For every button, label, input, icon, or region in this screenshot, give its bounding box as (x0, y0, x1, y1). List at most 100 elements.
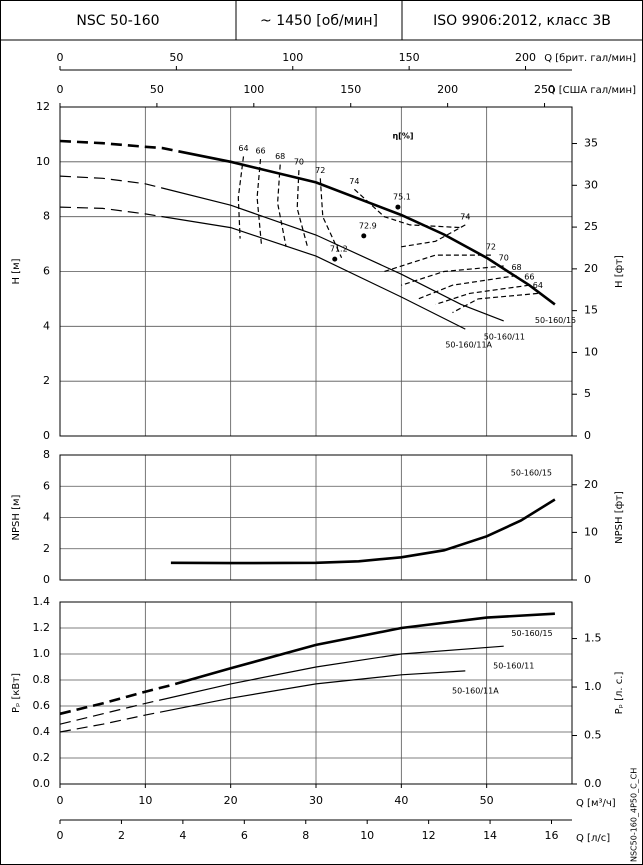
y-tick-label: 10 (36, 155, 50, 168)
y-tick-label: 0.8 (33, 673, 51, 686)
series-label: 50-160/15 (535, 316, 576, 325)
y2-tick-label: 1.0 (584, 680, 602, 693)
efficiency-label: 74 (460, 212, 470, 221)
x-axis-label: Q [брит. гал/мин] (544, 53, 636, 64)
plot-frame (59, 106, 573, 437)
y2-tick-label: 15 (584, 304, 598, 317)
x-axis-label: Q [м³/ч] (576, 798, 616, 809)
footer-code: NSC50-160_4P50_C_CH (630, 768, 639, 862)
efficiency-point-label: 75.1 (393, 193, 411, 202)
y-tick-label: 1.4 (33, 595, 51, 608)
x-tick-label: 50 (150, 83, 164, 96)
plot-frame (59, 454, 573, 581)
y-tick-label: 0.2 (33, 751, 51, 764)
efficiency-label: 66 (255, 147, 265, 156)
efficiency-curve (401, 265, 504, 286)
efficiency-curve (452, 292, 538, 314)
efficiency-point (332, 256, 338, 262)
y2-tick-label: 10 (584, 525, 598, 538)
x-tick-label: 40 (394, 794, 408, 807)
x-tick-label: 2 (118, 829, 125, 842)
x-tick-label: 10 (138, 794, 152, 807)
efficiency-curve (418, 275, 517, 300)
efficiency-curve (384, 254, 491, 273)
curve (59, 139, 556, 306)
x-tick-label: 150 (340, 83, 361, 96)
curve (59, 206, 466, 330)
x-tick-label: 50 (169, 51, 183, 64)
y2-axis-label: Pₚ [л. с.] (614, 672, 625, 715)
y-tick-label: 4 (43, 511, 50, 524)
y-tick-label: 1.2 (33, 621, 51, 634)
y2-tick-label: 1.5 (584, 632, 602, 645)
curve (59, 670, 466, 733)
efficiency-label: 68 (275, 152, 285, 161)
annotation: η[%] (392, 132, 413, 141)
efficiency-label: 64 (533, 281, 543, 290)
efficiency-point-label: 72.9 (359, 221, 377, 230)
x-tick-label: 150 (399, 51, 420, 64)
efficiency-label: 66 (524, 273, 534, 282)
y-tick-label: 1.0 (33, 647, 51, 660)
curve (59, 645, 504, 725)
x-tick-label: 100 (282, 51, 303, 64)
x-axis-label: Q [США гал/мин] (548, 85, 636, 96)
efficiency-label: 68 (511, 263, 521, 272)
efficiency-label: 74 (349, 177, 359, 186)
x-tick-label: 200 (515, 51, 536, 64)
y-axis-label: Pₚ [кВт] (11, 673, 22, 713)
efficiency-label: 70 (294, 158, 304, 167)
x-tick-label: 12 (422, 829, 436, 842)
standard: ISO 9906:2012, класс 3В (433, 13, 611, 29)
efficiency-label: 72 (486, 243, 496, 252)
x-tick-label: 10 (360, 829, 374, 842)
series-label: 50-160/11 (484, 332, 525, 341)
y2-tick-label: 35 (584, 137, 598, 150)
y-tick-label: 0 (43, 429, 50, 442)
x-tick-label: 20 (224, 794, 238, 807)
x-tick-label: 0 (57, 51, 64, 64)
y-tick-label: 12 (36, 100, 50, 113)
x-tick-label: 200 (437, 83, 458, 96)
x-tick-label: 100 (243, 83, 264, 96)
y2-tick-label: 30 (584, 178, 598, 191)
y2-axis-label: NPSH [фт] (614, 491, 625, 544)
y-axis-label: NPSH [м] (11, 494, 22, 540)
efficiency-point-label: 71.2 (330, 245, 348, 254)
y-tick-label: 6 (43, 479, 50, 492)
efficiency-point (361, 233, 367, 239)
y-tick-label: 8 (43, 210, 50, 223)
x-tick-label: 0 (57, 83, 64, 96)
y-axis-label: H [м] (11, 258, 22, 284)
x-tick-label: 6 (241, 829, 248, 842)
efficiency-curve (276, 164, 287, 247)
efficiency-label: 72 (315, 166, 325, 175)
series-label: 50-160/15 (511, 629, 552, 638)
x-tick-label: 0 (57, 794, 64, 807)
efficiency-curve (237, 156, 245, 239)
x-tick-label: 16 (545, 829, 559, 842)
y-tick-label: 0 (43, 573, 50, 586)
x-tick-label: 8 (302, 829, 309, 842)
model: NSC 50-160 (76, 13, 159, 29)
x-axis-label: Q [л/с] (576, 833, 610, 844)
y2-axis-label: H [фт] (614, 255, 625, 288)
y2-tick-label: 0 (584, 573, 591, 586)
y-tick-label: 4 (43, 319, 50, 332)
series-label: 50-160/11A (452, 686, 499, 695)
curve (170, 498, 556, 565)
efficiency-curve (435, 284, 530, 305)
series-label: 50-160/11A (445, 341, 492, 350)
series-label: 50-160/11 (493, 662, 534, 671)
x-tick-label: 30 (309, 794, 323, 807)
y2-tick-label: 0.5 (584, 729, 602, 742)
y-tick-label: 2 (43, 374, 50, 387)
y-tick-label: 8 (43, 448, 50, 461)
efficiency-curve (256, 159, 262, 245)
y2-tick-label: 20 (584, 478, 598, 491)
speed: ~ 1450 [об/мин] (260, 13, 378, 29)
y-tick-label: 0.0 (33, 777, 51, 790)
series-label: 50-160/15 (511, 469, 552, 478)
